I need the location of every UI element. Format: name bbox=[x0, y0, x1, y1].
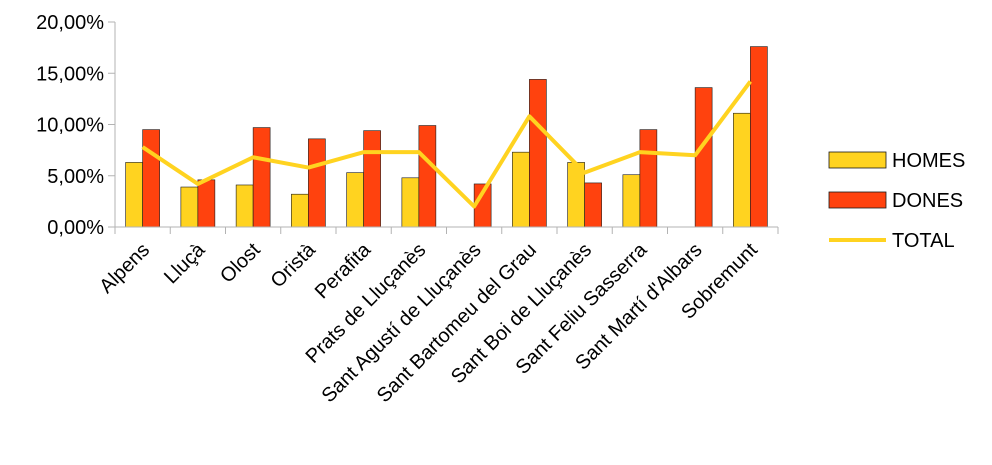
y-tick-label: 10,00% bbox=[36, 115, 104, 137]
bar-dones bbox=[364, 131, 381, 227]
legend-swatch-dones bbox=[829, 192, 886, 208]
bar-homes bbox=[402, 178, 419, 227]
legend-label-homes: HOMES bbox=[892, 150, 965, 172]
bar-dones bbox=[750, 47, 767, 227]
bar-homes bbox=[623, 175, 640, 227]
bar-dones bbox=[308, 139, 325, 227]
legend-swatch-homes bbox=[829, 152, 886, 168]
bar-homes bbox=[733, 113, 750, 227]
bar-homes bbox=[291, 194, 308, 227]
bar-homes bbox=[512, 152, 529, 227]
y-tick-label: 5,00% bbox=[47, 166, 104, 188]
bar-dones bbox=[419, 126, 436, 227]
bar-homes bbox=[236, 185, 253, 227]
bars bbox=[126, 47, 768, 227]
bar-homes bbox=[347, 173, 364, 227]
x-category-label: Olost bbox=[216, 239, 265, 288]
bar-dones bbox=[585, 183, 602, 227]
total-line bbox=[143, 81, 751, 206]
x-category-label: Alpens bbox=[95, 239, 154, 298]
y-tick-label: 0,00% bbox=[47, 217, 104, 239]
y-tick-label: 15,00% bbox=[36, 63, 104, 85]
bar-homes bbox=[126, 162, 143, 227]
bar-dones bbox=[640, 130, 657, 227]
bar-dones bbox=[253, 128, 270, 227]
bar-dones bbox=[529, 79, 546, 227]
total-line-series bbox=[143, 81, 751, 206]
bar-homes bbox=[181, 187, 198, 227]
x-category-label: Lluçà bbox=[160, 238, 210, 288]
legend-label-total: TOTAL bbox=[892, 230, 955, 252]
x-category-label: Oristà bbox=[267, 238, 321, 292]
y-axis: 0,00% 5,00% 10,00% 15,00% 20,00% bbox=[36, 12, 115, 239]
bar-dones bbox=[198, 180, 215, 227]
bar-dones bbox=[143, 130, 160, 227]
legend: HOMES DONES TOTAL bbox=[829, 150, 965, 252]
legend-label-dones: DONES bbox=[892, 190, 963, 212]
bar-dones bbox=[695, 88, 712, 227]
y-tick-label: 20,00% bbox=[36, 12, 104, 34]
